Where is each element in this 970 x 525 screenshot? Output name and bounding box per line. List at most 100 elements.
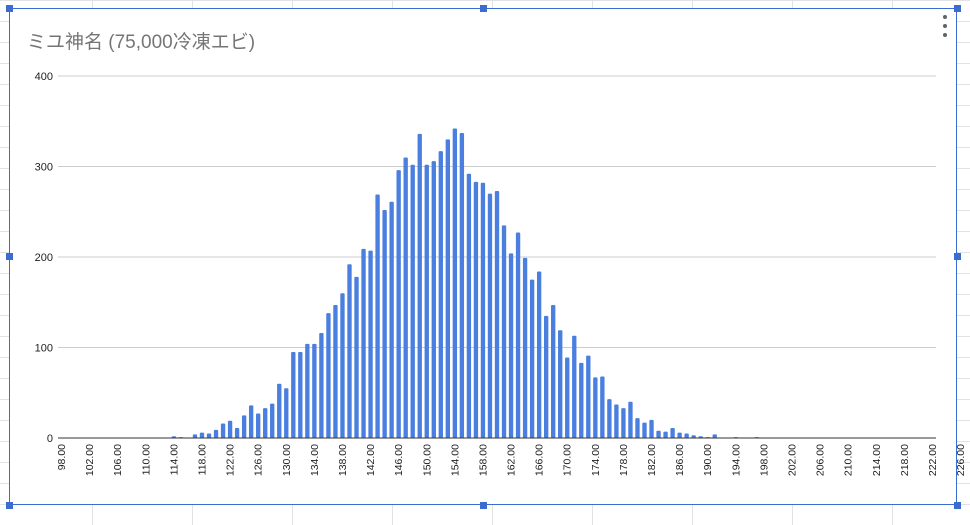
bar[interactable] (227, 420, 233, 438)
bar[interactable] (375, 194, 380, 438)
bar[interactable] (529, 279, 535, 439)
bar[interactable] (459, 133, 465, 438)
resize-handle-top-right[interactable] (954, 5, 961, 12)
bar[interactable] (579, 362, 584, 438)
bar[interactable] (431, 161, 436, 438)
bar[interactable] (536, 271, 542, 438)
bar[interactable] (396, 170, 401, 438)
bar[interactable] (263, 408, 268, 438)
bar[interactable] (319, 333, 324, 438)
bar[interactable] (508, 253, 514, 438)
bar[interactable] (382, 209, 387, 438)
bar[interactable] (452, 128, 458, 439)
x-tick-label: 198.00 (758, 444, 770, 476)
x-tick-label: 98.00 (56, 444, 68, 470)
bar[interactable] (480, 182, 486, 438)
resize-handle-bottom[interactable] (480, 502, 487, 509)
bar[interactable] (607, 399, 612, 438)
resize-handle-top[interactable] (480, 5, 487, 12)
bar[interactable] (284, 388, 289, 438)
bar[interactable] (614, 404, 619, 438)
resize-handle-right[interactable] (954, 253, 961, 260)
bar[interactable] (445, 139, 450, 438)
bar[interactable] (635, 418, 640, 438)
bar[interactable] (277, 383, 282, 438)
bar[interactable] (199, 432, 205, 438)
x-tick-label: 134.00 (309, 444, 321, 476)
bar[interactable] (565, 357, 570, 438)
x-tick-label: 150.00 (421, 444, 433, 476)
bar[interactable] (501, 225, 507, 438)
bar[interactable] (558, 330, 563, 438)
bar[interactable] (340, 293, 345, 438)
bar[interactable] (586, 355, 591, 438)
x-tick-label: 110.00 (140, 444, 152, 475)
x-tick-label: 182.00 (646, 444, 658, 476)
x-tick-label: 170.00 (562, 444, 574, 476)
x-tick-label: 118.00 (196, 444, 208, 475)
bar[interactable] (354, 276, 359, 438)
bar[interactable] (347, 264, 352, 438)
bar[interactable] (628, 401, 633, 438)
bar[interactable] (326, 313, 331, 438)
x-tick-label: 114.00 (168, 444, 180, 475)
bar[interactable] (515, 232, 521, 438)
bar[interactable] (305, 343, 310, 438)
x-tick-label: 174.00 (590, 444, 602, 476)
resize-handle-bottom-right[interactable] (954, 502, 961, 509)
bar[interactable] (361, 248, 366, 438)
bar[interactable] (424, 164, 429, 438)
bar[interactable] (543, 315, 549, 438)
bar[interactable] (403, 157, 408, 438)
bar[interactable] (241, 415, 247, 439)
resize-handle-bottom-left[interactable] (6, 502, 13, 509)
bar[interactable] (522, 257, 528, 438)
x-tick-label: 102.00 (84, 444, 96, 476)
bar[interactable] (663, 431, 668, 438)
bar[interactable] (389, 201, 394, 438)
bar[interactable] (621, 408, 626, 438)
bar[interactable] (487, 193, 493, 438)
bar[interactable] (298, 352, 303, 438)
bar[interactable] (256, 413, 261, 438)
y-tick-label: 400 (35, 71, 53, 83)
bar[interactable] (368, 250, 373, 438)
x-tick-label: 106.00 (112, 444, 124, 476)
bar[interactable] (494, 190, 500, 438)
bar[interactable] (572, 335, 577, 438)
more-options-icon[interactable] (938, 15, 952, 37)
bar[interactable] (593, 377, 598, 438)
bar[interactable] (192, 434, 198, 438)
resize-handle-left[interactable] (6, 253, 13, 260)
bar[interactable] (417, 133, 422, 439)
bar[interactable] (333, 304, 338, 438)
bar[interactable] (642, 422, 647, 438)
bar[interactable] (684, 433, 689, 438)
bar[interactable] (410, 164, 415, 438)
chart-title: ミユ神名 (75,000冷凍エビ) (27, 32, 256, 53)
bar[interactable] (220, 423, 226, 438)
bar[interactable] (438, 151, 443, 438)
bar[interactable] (551, 304, 556, 438)
bar[interactable] (466, 173, 472, 439)
bar[interactable] (206, 433, 212, 438)
y-tick-label: 0 (47, 433, 53, 445)
x-tick-label: 226.00 (955, 444, 967, 476)
bar[interactable] (656, 430, 661, 438)
resize-handle-top-left[interactable] (6, 5, 13, 12)
bar[interactable] (270, 403, 275, 438)
bar[interactable] (600, 376, 605, 438)
bar[interactable] (677, 432, 682, 438)
bar[interactable] (670, 428, 675, 438)
bar[interactable] (248, 405, 254, 438)
x-tick-label: 218.00 (899, 444, 911, 476)
bar[interactable] (473, 181, 479, 438)
x-tick-label: 194.00 (730, 444, 742, 476)
bar[interactable] (712, 434, 717, 438)
bar[interactable] (291, 352, 296, 438)
bar[interactable] (649, 419, 654, 438)
bar[interactable] (312, 343, 317, 438)
bar[interactable] (213, 429, 219, 438)
bar[interactable] (234, 428, 240, 438)
bar[interactable] (691, 435, 696, 438)
